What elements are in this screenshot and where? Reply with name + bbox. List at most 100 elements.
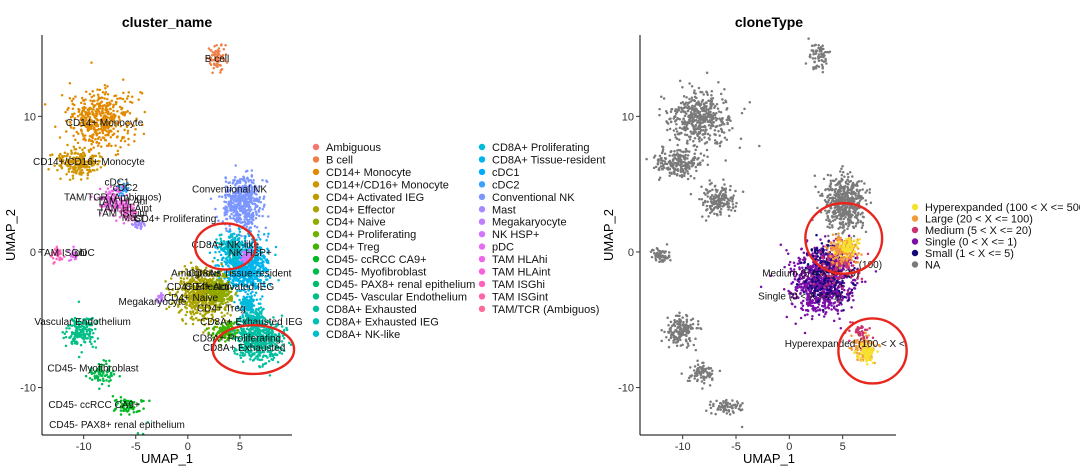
scatter-point — [72, 97, 75, 100]
scatter-point — [688, 82, 691, 85]
scatter-point — [717, 80, 720, 84]
scatter-point — [63, 332, 67, 336]
scatter-point — [87, 128, 91, 132]
scatter-point — [257, 358, 261, 361]
scatter-point — [116, 152, 120, 156]
scatter-point — [88, 126, 91, 129]
scatter-point — [718, 144, 722, 148]
scatter-point — [670, 108, 673, 111]
scatter-point — [233, 329, 237, 332]
scatter-point — [114, 94, 118, 97]
scatter-point — [96, 99, 99, 102]
scatter-point — [209, 57, 212, 61]
scatter-point — [72, 161, 76, 164]
scatter-point — [101, 108, 104, 111]
legend-label: Conventional NK — [492, 192, 575, 204]
scatter-point — [668, 138, 672, 142]
scatter-point — [96, 376, 100, 380]
legend-label: TAM ISGhi — [492, 279, 545, 291]
scatter-point — [811, 57, 815, 60]
scatter-point — [90, 342, 93, 346]
scatter-point — [251, 214, 255, 217]
scatter-point — [90, 110, 94, 113]
scatter-point — [59, 160, 63, 163]
scatter-point — [110, 112, 113, 115]
scatter-point — [250, 353, 254, 357]
scatter-point — [71, 107, 75, 110]
scatter-point — [73, 103, 76, 107]
scatter-point — [216, 258, 220, 262]
legend-label: CD4+ Naive — [326, 217, 386, 229]
scatter-point — [282, 336, 286, 340]
clonetype-panel: cloneType (100)Medium (5 < X <= 20)Singl… — [601, 14, 1080, 466]
scatter-point — [112, 109, 115, 112]
scatter-point — [213, 55, 217, 59]
scatter-point — [126, 129, 130, 133]
scatter-point — [208, 251, 212, 255]
scatter-point — [104, 139, 108, 142]
scatter-point — [88, 377, 92, 380]
scatter-point — [250, 294, 254, 298]
scatter-point — [677, 108, 681, 112]
legend-swatch — [478, 280, 486, 288]
scatter-point — [250, 169, 254, 172]
scatter-point — [230, 295, 234, 299]
legend-label: CD8A+ Proliferating — [492, 142, 590, 154]
scatter-point — [98, 378, 102, 382]
legend-item: Conventional NK — [478, 192, 575, 204]
scatter-point — [241, 212, 245, 215]
scatter-point — [222, 58, 226, 61]
scatter-point — [214, 264, 217, 267]
scatter-point — [248, 216, 252, 219]
scatter-point — [237, 204, 241, 207]
scatter-point — [100, 382, 104, 386]
legend-item: CD8A+ Exhausted — [312, 304, 417, 316]
scatter-point — [232, 210, 235, 214]
scatter-point — [679, 101, 683, 105]
scatter-point — [97, 127, 101, 131]
scatter-point — [812, 66, 815, 69]
scatter-point — [103, 374, 107, 378]
scatter-point — [267, 261, 270, 265]
scatter-point — [118, 118, 121, 122]
scatter-point — [230, 258, 234, 262]
legend-label: CD4+ Proliferating — [326, 229, 416, 241]
scatter-point — [226, 264, 230, 267]
scatter-point — [662, 97, 666, 100]
scatter-point — [101, 90, 105, 94]
scatter-point — [213, 256, 216, 260]
scatter-point — [51, 153, 54, 156]
scatter-point — [76, 159, 80, 163]
scatter-point — [259, 298, 262, 301]
scatter-point — [71, 174, 75, 178]
scatter-point — [68, 124, 72, 127]
scatter-point — [237, 259, 240, 263]
scatter-point — [252, 199, 256, 203]
scatter-point — [90, 61, 93, 64]
legend-label: CD14+/CD16+ Monocyte — [326, 179, 449, 191]
scatter-point — [70, 332, 74, 336]
scatter-point — [96, 88, 99, 91]
scatter-point — [115, 122, 119, 126]
scatter-point — [668, 117, 671, 121]
scatter-point — [238, 233, 241, 237]
cluster-label: pDC — [75, 248, 95, 259]
scatter-point — [677, 132, 681, 136]
scatter-point — [192, 313, 196, 316]
scatter-point — [98, 387, 101, 390]
scatter-point — [697, 132, 700, 136]
scatter-point — [103, 84, 107, 87]
scatter-point — [224, 196, 228, 200]
scatter-point — [231, 197, 234, 201]
scatter-point — [86, 173, 90, 177]
scatter-point — [255, 199, 258, 203]
legend-label: TAM HLAhi — [492, 254, 547, 266]
scatter-point — [213, 44, 216, 48]
scatter-point — [108, 107, 112, 110]
scatter-point — [69, 165, 72, 168]
scatter-point — [72, 145, 76, 148]
scatter-point — [758, 144, 761, 148]
scatter-point — [71, 177, 75, 180]
scatter-point — [717, 129, 720, 133]
scatter-point — [93, 377, 97, 380]
